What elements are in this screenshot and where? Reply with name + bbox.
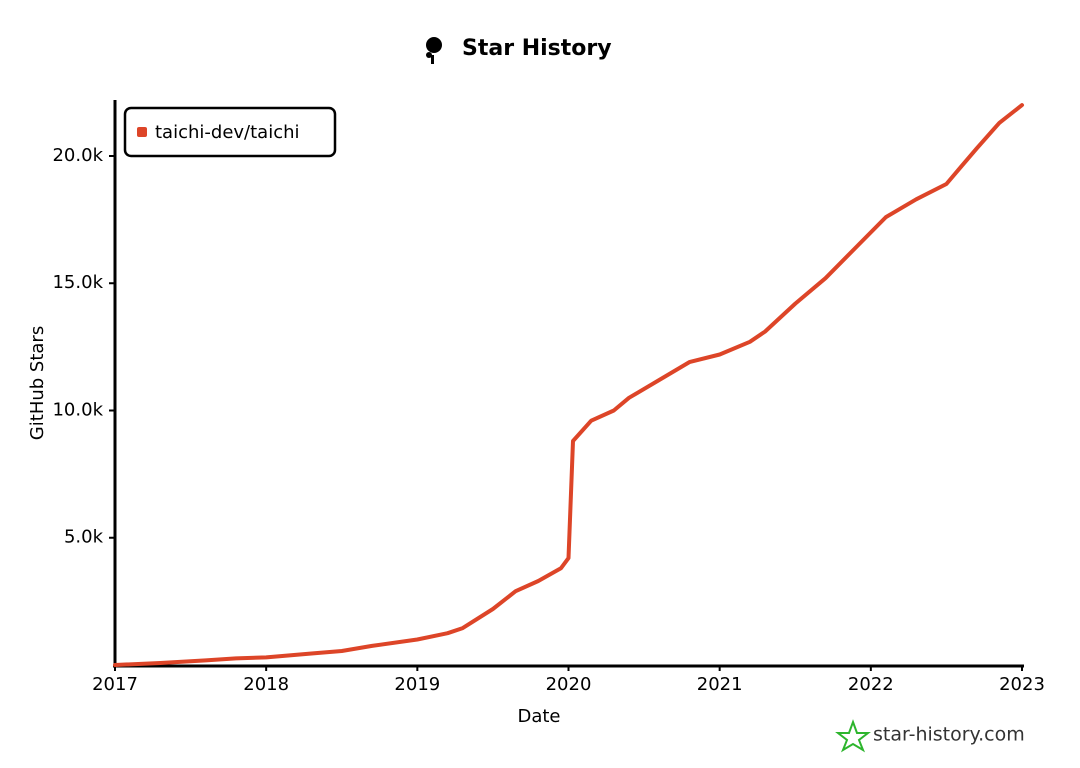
- watermark-text: star-history.com: [873, 724, 1025, 746]
- legend-label: taichi-dev/taichi: [155, 122, 300, 143]
- watermark: [835, 719, 871, 753]
- y-axis-label: GitHub Stars: [27, 326, 48, 440]
- y-tick-label: 15.0k: [52, 272, 103, 293]
- line-series: [113, 103, 1024, 667]
- y-tick-label: 5.0k: [64, 527, 104, 548]
- x-tick-label: 2021: [697, 674, 743, 695]
- logo: [426, 37, 442, 64]
- x-tick-label: 2017: [92, 674, 138, 695]
- legend-box: [123, 106, 337, 158]
- x-tick-label: 2022: [848, 674, 894, 695]
- x-tick-label: 2019: [394, 674, 440, 695]
- x-tick-label: 2023: [999, 674, 1045, 695]
- legend-swatch: [137, 127, 147, 137]
- x-tick-label: 2018: [243, 674, 289, 695]
- y-tick-label: 20.0k: [52, 145, 103, 166]
- y-tick-label: 10.0k: [52, 399, 103, 420]
- x-axis-label: Date: [517, 706, 560, 727]
- x-tick-label: 2020: [546, 674, 592, 695]
- chart-title: Star History: [462, 36, 612, 61]
